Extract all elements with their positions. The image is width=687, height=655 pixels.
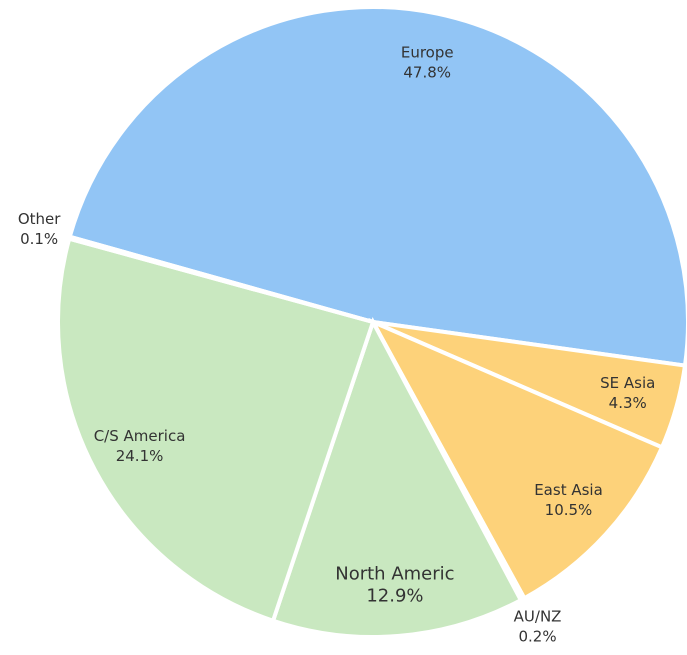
slice-label: SE Asia bbox=[600, 374, 655, 392]
slice-value-label: 24.1% bbox=[116, 447, 164, 465]
slice-label: Europe bbox=[401, 44, 454, 62]
pie-slice bbox=[67, 4, 687, 368]
slice-value-label: 12.9% bbox=[366, 586, 423, 607]
slice-label: East Asia bbox=[534, 481, 603, 499]
slice-value-label: 4.3% bbox=[609, 394, 647, 412]
slice-label: AU/NZ bbox=[514, 607, 562, 625]
slice-value-label: 10.5% bbox=[545, 501, 593, 519]
slice-label: North Americ bbox=[335, 564, 454, 585]
pie-slice bbox=[368, 317, 665, 601]
pie-slice bbox=[56, 236, 376, 624]
pie-slice bbox=[270, 316, 524, 639]
pie-slice bbox=[66, 234, 374, 324]
slice-value-label: 0.2% bbox=[519, 627, 557, 645]
slice-value-label: 0.1% bbox=[20, 230, 58, 248]
slice-value-label: 47.8% bbox=[403, 64, 451, 82]
slice-label: C/S America bbox=[94, 427, 186, 445]
slice-label: Other bbox=[18, 210, 61, 228]
